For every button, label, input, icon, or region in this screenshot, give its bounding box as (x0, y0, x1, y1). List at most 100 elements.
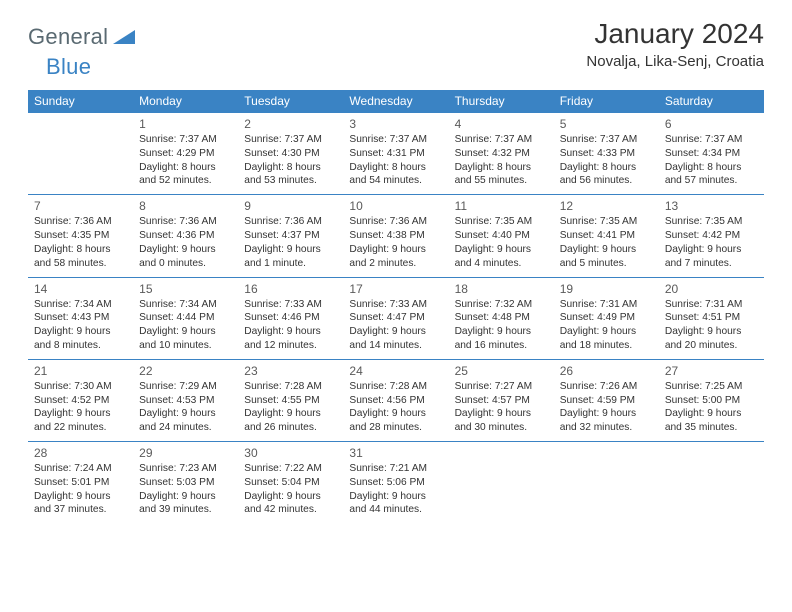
sunrise-line: Sunrise: 7:23 AM (139, 462, 232, 476)
day-cell: 9Sunrise: 7:36 AMSunset: 4:37 PMDaylight… (238, 195, 343, 277)
day-cell: 17Sunrise: 7:33 AMSunset: 4:47 PMDayligh… (343, 277, 448, 359)
day-number: 22 (139, 363, 232, 379)
day-number: 20 (665, 281, 758, 297)
sunset-line: Sunset: 4:57 PM (455, 394, 548, 408)
day-cell: 10Sunrise: 7:36 AMSunset: 4:38 PMDayligh… (343, 195, 448, 277)
day-number: 14 (34, 281, 127, 297)
weekday-header: Saturday (659, 90, 764, 113)
sunset-line: Sunset: 4:49 PM (560, 311, 653, 325)
sunset-line: Sunset: 5:04 PM (244, 476, 337, 490)
sunrise-line: Sunrise: 7:35 AM (665, 215, 758, 229)
day-number: 6 (665, 116, 758, 132)
sunrise-line: Sunrise: 7:31 AM (560, 298, 653, 312)
day-number: 2 (244, 116, 337, 132)
day-number: 24 (349, 363, 442, 379)
sunset-line: Sunset: 4:30 PM (244, 147, 337, 161)
daylight-line: Daylight: 9 hours and 16 minutes. (455, 325, 548, 353)
day-number: 31 (349, 445, 442, 461)
sunrise-line: Sunrise: 7:33 AM (349, 298, 442, 312)
week-row: 28Sunrise: 7:24 AMSunset: 5:01 PMDayligh… (28, 442, 764, 524)
day-cell: 8Sunrise: 7:36 AMSunset: 4:36 PMDaylight… (133, 195, 238, 277)
weekday-header: Tuesday (238, 90, 343, 113)
day-cell: 29Sunrise: 7:23 AMSunset: 5:03 PMDayligh… (133, 442, 238, 524)
day-number: 16 (244, 281, 337, 297)
daylight-line: Daylight: 8 hours and 54 minutes. (349, 161, 442, 189)
daylight-line: Daylight: 9 hours and 35 minutes. (665, 407, 758, 435)
sunrise-line: Sunrise: 7:36 AM (139, 215, 232, 229)
day-cell: 6Sunrise: 7:37 AMSunset: 4:34 PMDaylight… (659, 113, 764, 195)
sunset-line: Sunset: 4:35 PM (34, 229, 127, 243)
daylight-line: Daylight: 9 hours and 4 minutes. (455, 243, 548, 271)
sunrise-line: Sunrise: 7:37 AM (244, 133, 337, 147)
daylight-line: Daylight: 8 hours and 57 minutes. (665, 161, 758, 189)
day-cell: 22Sunrise: 7:29 AMSunset: 4:53 PMDayligh… (133, 359, 238, 441)
daylight-line: Daylight: 9 hours and 8 minutes. (34, 325, 127, 353)
sunrise-line: Sunrise: 7:31 AM (665, 298, 758, 312)
sunrise-line: Sunrise: 7:32 AM (455, 298, 548, 312)
day-cell: 28Sunrise: 7:24 AMSunset: 5:01 PMDayligh… (28, 442, 133, 524)
day-cell: 25Sunrise: 7:27 AMSunset: 4:57 PMDayligh… (449, 359, 554, 441)
sunrise-line: Sunrise: 7:36 AM (244, 215, 337, 229)
day-cell: 21Sunrise: 7:30 AMSunset: 4:52 PMDayligh… (28, 359, 133, 441)
sunrise-line: Sunrise: 7:29 AM (139, 380, 232, 394)
logo: General (28, 24, 135, 50)
sunset-line: Sunset: 4:47 PM (349, 311, 442, 325)
sunset-line: Sunset: 4:31 PM (349, 147, 442, 161)
day-cell: 2Sunrise: 7:37 AMSunset: 4:30 PMDaylight… (238, 113, 343, 195)
sunset-line: Sunset: 4:29 PM (139, 147, 232, 161)
day-number: 21 (34, 363, 127, 379)
day-number: 13 (665, 198, 758, 214)
sunset-line: Sunset: 4:53 PM (139, 394, 232, 408)
sunset-line: Sunset: 4:52 PM (34, 394, 127, 408)
day-cell (659, 442, 764, 524)
day-number: 11 (455, 198, 548, 214)
day-number: 23 (244, 363, 337, 379)
sunset-line: Sunset: 4:43 PM (34, 311, 127, 325)
day-cell: 23Sunrise: 7:28 AMSunset: 4:55 PMDayligh… (238, 359, 343, 441)
day-cell: 27Sunrise: 7:25 AMSunset: 5:00 PMDayligh… (659, 359, 764, 441)
daylight-line: Daylight: 8 hours and 55 minutes. (455, 161, 548, 189)
sunrise-line: Sunrise: 7:35 AM (455, 215, 548, 229)
day-cell: 7Sunrise: 7:36 AMSunset: 4:35 PMDaylight… (28, 195, 133, 277)
day-number: 12 (560, 198, 653, 214)
week-row: 1Sunrise: 7:37 AMSunset: 4:29 PMDaylight… (28, 113, 764, 195)
sunset-line: Sunset: 4:59 PM (560, 394, 653, 408)
day-number: 17 (349, 281, 442, 297)
week-row: 7Sunrise: 7:36 AMSunset: 4:35 PMDaylight… (28, 195, 764, 277)
sunrise-line: Sunrise: 7:34 AM (139, 298, 232, 312)
daylight-line: Daylight: 9 hours and 22 minutes. (34, 407, 127, 435)
sunset-line: Sunset: 4:37 PM (244, 229, 337, 243)
sunset-line: Sunset: 5:03 PM (139, 476, 232, 490)
location: Novalja, Lika-Senj, Croatia (586, 53, 764, 70)
sunrise-line: Sunrise: 7:36 AM (349, 215, 442, 229)
daylight-line: Daylight: 9 hours and 44 minutes. (349, 490, 442, 518)
sunrise-line: Sunrise: 7:27 AM (455, 380, 548, 394)
day-number: 5 (560, 116, 653, 132)
daylight-line: Daylight: 9 hours and 28 minutes. (349, 407, 442, 435)
day-cell: 15Sunrise: 7:34 AMSunset: 4:44 PMDayligh… (133, 277, 238, 359)
day-cell: 4Sunrise: 7:37 AMSunset: 4:32 PMDaylight… (449, 113, 554, 195)
sunset-line: Sunset: 5:00 PM (665, 394, 758, 408)
sunrise-line: Sunrise: 7:26 AM (560, 380, 653, 394)
sunrise-line: Sunrise: 7:28 AM (349, 380, 442, 394)
daylight-line: Daylight: 9 hours and 0 minutes. (139, 243, 232, 271)
sunset-line: Sunset: 4:41 PM (560, 229, 653, 243)
week-row: 14Sunrise: 7:34 AMSunset: 4:43 PMDayligh… (28, 277, 764, 359)
weekday-header: Friday (554, 90, 659, 113)
sunrise-line: Sunrise: 7:25 AM (665, 380, 758, 394)
weekday-header: Thursday (449, 90, 554, 113)
sunset-line: Sunset: 4:56 PM (349, 394, 442, 408)
daylight-line: Daylight: 9 hours and 2 minutes. (349, 243, 442, 271)
day-cell (554, 442, 659, 524)
sunset-line: Sunset: 4:44 PM (139, 311, 232, 325)
day-cell: 12Sunrise: 7:35 AMSunset: 4:41 PMDayligh… (554, 195, 659, 277)
day-cell (28, 113, 133, 195)
day-cell: 16Sunrise: 7:33 AMSunset: 4:46 PMDayligh… (238, 277, 343, 359)
day-cell (449, 442, 554, 524)
day-cell: 11Sunrise: 7:35 AMSunset: 4:40 PMDayligh… (449, 195, 554, 277)
sunrise-line: Sunrise: 7:22 AM (244, 462, 337, 476)
daylight-line: Daylight: 9 hours and 37 minutes. (34, 490, 127, 518)
day-cell: 14Sunrise: 7:34 AMSunset: 4:43 PMDayligh… (28, 277, 133, 359)
sunset-line: Sunset: 4:42 PM (665, 229, 758, 243)
day-cell: 26Sunrise: 7:26 AMSunset: 4:59 PMDayligh… (554, 359, 659, 441)
